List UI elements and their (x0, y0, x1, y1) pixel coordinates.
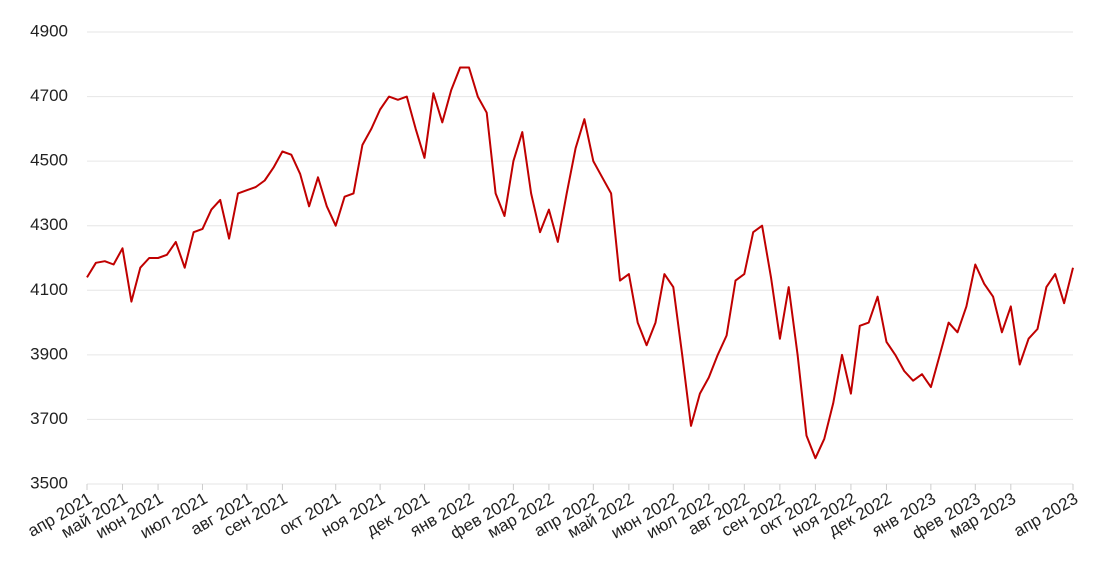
line-series (86, 66, 1074, 460)
y-tick-label: 3900 (30, 344, 68, 363)
y-tick-label: 4100 (30, 280, 68, 299)
y-tick-label: 4300 (30, 215, 68, 234)
y-tick-label: 4500 (30, 151, 68, 170)
y-tick-label: 3700 (30, 409, 68, 428)
x-tick-label: апр 2023 (1011, 489, 1082, 541)
y-tick-label: 4700 (30, 86, 68, 105)
y-tick-label: 4900 (30, 21, 68, 40)
y-tick-label: 3500 (30, 473, 68, 492)
